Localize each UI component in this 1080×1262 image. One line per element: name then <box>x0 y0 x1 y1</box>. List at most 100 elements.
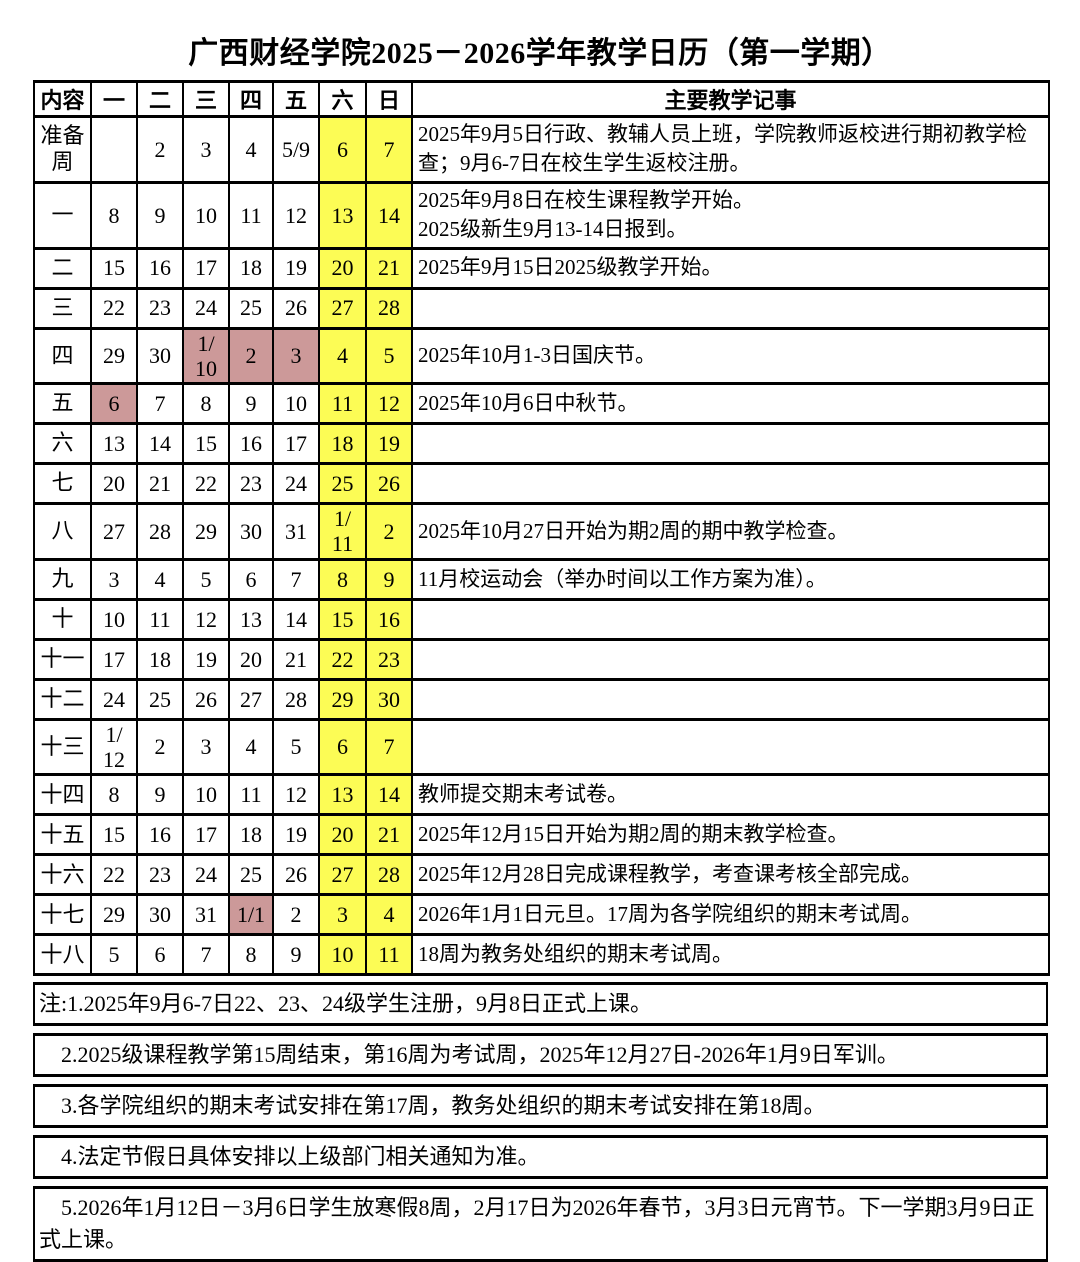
day-cell: 2 <box>136 115 184 184</box>
day-cell: 6 <box>228 557 274 601</box>
footnote-1: 注:1.2025年9月6-7日22、23、24级学生注册，9月8日正式上课。 <box>33 982 1048 1027</box>
week-row: 五 6 7 8 9 10 11 12 2025年10月6日中秋节。 <box>33 382 1050 426</box>
day-cell: 21 <box>365 246 413 290</box>
day-cell: 6 <box>318 717 367 777</box>
day-cell: 2 <box>272 893 320 937</box>
day-cell: 27 <box>228 677 274 721</box>
week-row: 十五 15 16 17 18 19 20 21 2025年12月15日开始为期2周的期末教学检查… <box>33 813 1050 857</box>
day-cell: 10 <box>318 933 367 977</box>
day-cell: 1/1 <box>228 893 274 937</box>
week-note <box>411 286 1050 330</box>
day-cell: 29 <box>182 502 230 561</box>
day-cell: 20 <box>90 462 138 506</box>
day-cell: 25 <box>136 677 184 721</box>
week-row: 十二 24 25 26 27 28 29 30 <box>33 677 1050 721</box>
day-cell: 29 <box>318 677 367 721</box>
column-header-4: 四 <box>228 80 274 118</box>
week-row: 十三 1/ 12 2 3 4 5 6 7 <box>33 717 1050 777</box>
day-cell: 4 <box>136 557 184 601</box>
day-cell: 10 <box>182 773 230 817</box>
week-note: 2025年10月6日中秋节。 <box>411 382 1050 426</box>
day-cell: 11 <box>136 597 184 641</box>
day-cell: 30 <box>136 326 184 386</box>
day-cell: 5 <box>272 717 320 777</box>
week-row: 十六 22 23 24 25 26 27 28 2025年12月28日完成课程教学，考查课考核全… <box>33 853 1050 897</box>
week-label: 二 <box>33 246 92 290</box>
week-label: 三 <box>33 286 92 330</box>
day-cell: 12 <box>272 180 320 250</box>
column-header-3: 三 <box>182 80 230 118</box>
day-cell: 28 <box>365 853 413 897</box>
week-label: 十七 <box>33 893 92 937</box>
day-cell: 3 <box>318 893 367 937</box>
day-cell: 8 <box>90 773 138 817</box>
day-cell: 18 <box>318 422 367 466</box>
day-cell: 23 <box>228 462 274 506</box>
week-label: 七 <box>33 462 92 506</box>
day-cell: 30 <box>136 893 184 937</box>
day-cell: 10 <box>182 180 230 250</box>
day-cell: 4 <box>365 893 413 937</box>
week-row: 十一 17 18 19 20 21 22 23 <box>33 637 1050 681</box>
week-label: 十八 <box>33 933 92 977</box>
day-cell: 15 <box>90 813 138 857</box>
day-cell: 12 <box>365 382 413 426</box>
week-note: 2025年9月5日行政、教辅人员上班，学院教师返校进行期初教学检查；9月6-7日… <box>411 115 1050 184</box>
day-cell: 7 <box>182 933 230 977</box>
week-row: 九 3 4 5 6 7 8 9 11月校运动会（举办时间以工作方案为准）。 <box>33 557 1050 601</box>
day-cell: 8 <box>182 382 230 426</box>
day-cell: 7 <box>272 557 320 601</box>
column-header-5: 五 <box>272 80 320 118</box>
day-cell: 5 <box>90 933 138 977</box>
day-cell: 3 <box>182 717 230 777</box>
week-note <box>411 422 1050 466</box>
footnote-5: 5.2026年1月12日－3月6日学生放寒假8周，2月17日为2026年春节，3… <box>33 1185 1048 1262</box>
day-cell: 24 <box>90 677 138 721</box>
week-note <box>411 637 1050 681</box>
day-cell: 25 <box>228 286 274 330</box>
day-cell: 19 <box>182 637 230 681</box>
header-row: 内容一二三四五六日主要教学记事 <box>33 80 1050 118</box>
week-row: 准备周 2 3 4 5/9 6 7 2025年9月5日行政、教辅人员上班，学院教师返校进行期初… <box>33 115 1050 184</box>
day-cell: 9 <box>136 180 184 250</box>
day-cell: 3 <box>182 115 230 184</box>
day-cell: 24 <box>182 853 230 897</box>
day-cell: 6 <box>318 115 367 184</box>
day-cell: 3 <box>90 557 138 601</box>
day-cell: 23 <box>365 637 413 681</box>
day-cell: 1/ 10 <box>182 326 230 386</box>
day-cell: 22 <box>90 853 138 897</box>
week-note: 2025年12月15日开始为期2周的期末教学检查。 <box>411 813 1050 857</box>
day-cell: 15 <box>318 597 367 641</box>
column-header-0: 内容 <box>33 80 92 118</box>
week-label: 九 <box>33 557 92 601</box>
day-cell: 18 <box>228 246 274 290</box>
week-row: 十四 8 9 10 11 12 13 14 教师提交期末考试卷。 <box>33 773 1050 817</box>
week-label: 十四 <box>33 773 92 817</box>
day-cell: 14 <box>272 597 320 641</box>
day-cell: 6 <box>90 382 138 426</box>
week-row: 十八 5 6 7 8 9 10 11 18周为教务处组织的期末考试周。 <box>33 933 1050 977</box>
day-cell: 11 <box>228 773 274 817</box>
column-header-2: 二 <box>136 80 184 118</box>
column-header-1: 一 <box>90 80 138 118</box>
week-row: 二 15 16 17 18 19 20 21 2025年9月15日2025级教学开始。 <box>33 246 1050 290</box>
day-cell: 4 <box>228 115 274 184</box>
day-cell: 13 <box>318 773 367 817</box>
week-label: 四 <box>33 326 92 386</box>
week-note <box>411 597 1050 641</box>
day-cell: 20 <box>318 813 367 857</box>
week-label: 十六 <box>33 853 92 897</box>
day-cell: 1/ 11 <box>318 502 367 561</box>
day-cell: 26 <box>272 286 320 330</box>
day-cell: 17 <box>272 422 320 466</box>
week-row: 四 29 30 1/ 10 2 3 4 5 2025年10月1-3日国庆节。 <box>33 326 1050 386</box>
day-cell: 10 <box>272 382 320 426</box>
week-note: 2025年9月15日2025级教学开始。 <box>411 246 1050 290</box>
day-cell: 10 <box>90 597 138 641</box>
day-cell: 31 <box>272 502 320 561</box>
week-row: 十 10 11 12 13 14 15 16 <box>33 597 1050 641</box>
week-note: 2025年12月28日完成课程教学，考查课考核全部完成。 <box>411 853 1050 897</box>
day-cell: 4 <box>228 717 274 777</box>
week-label: 六 <box>33 422 92 466</box>
